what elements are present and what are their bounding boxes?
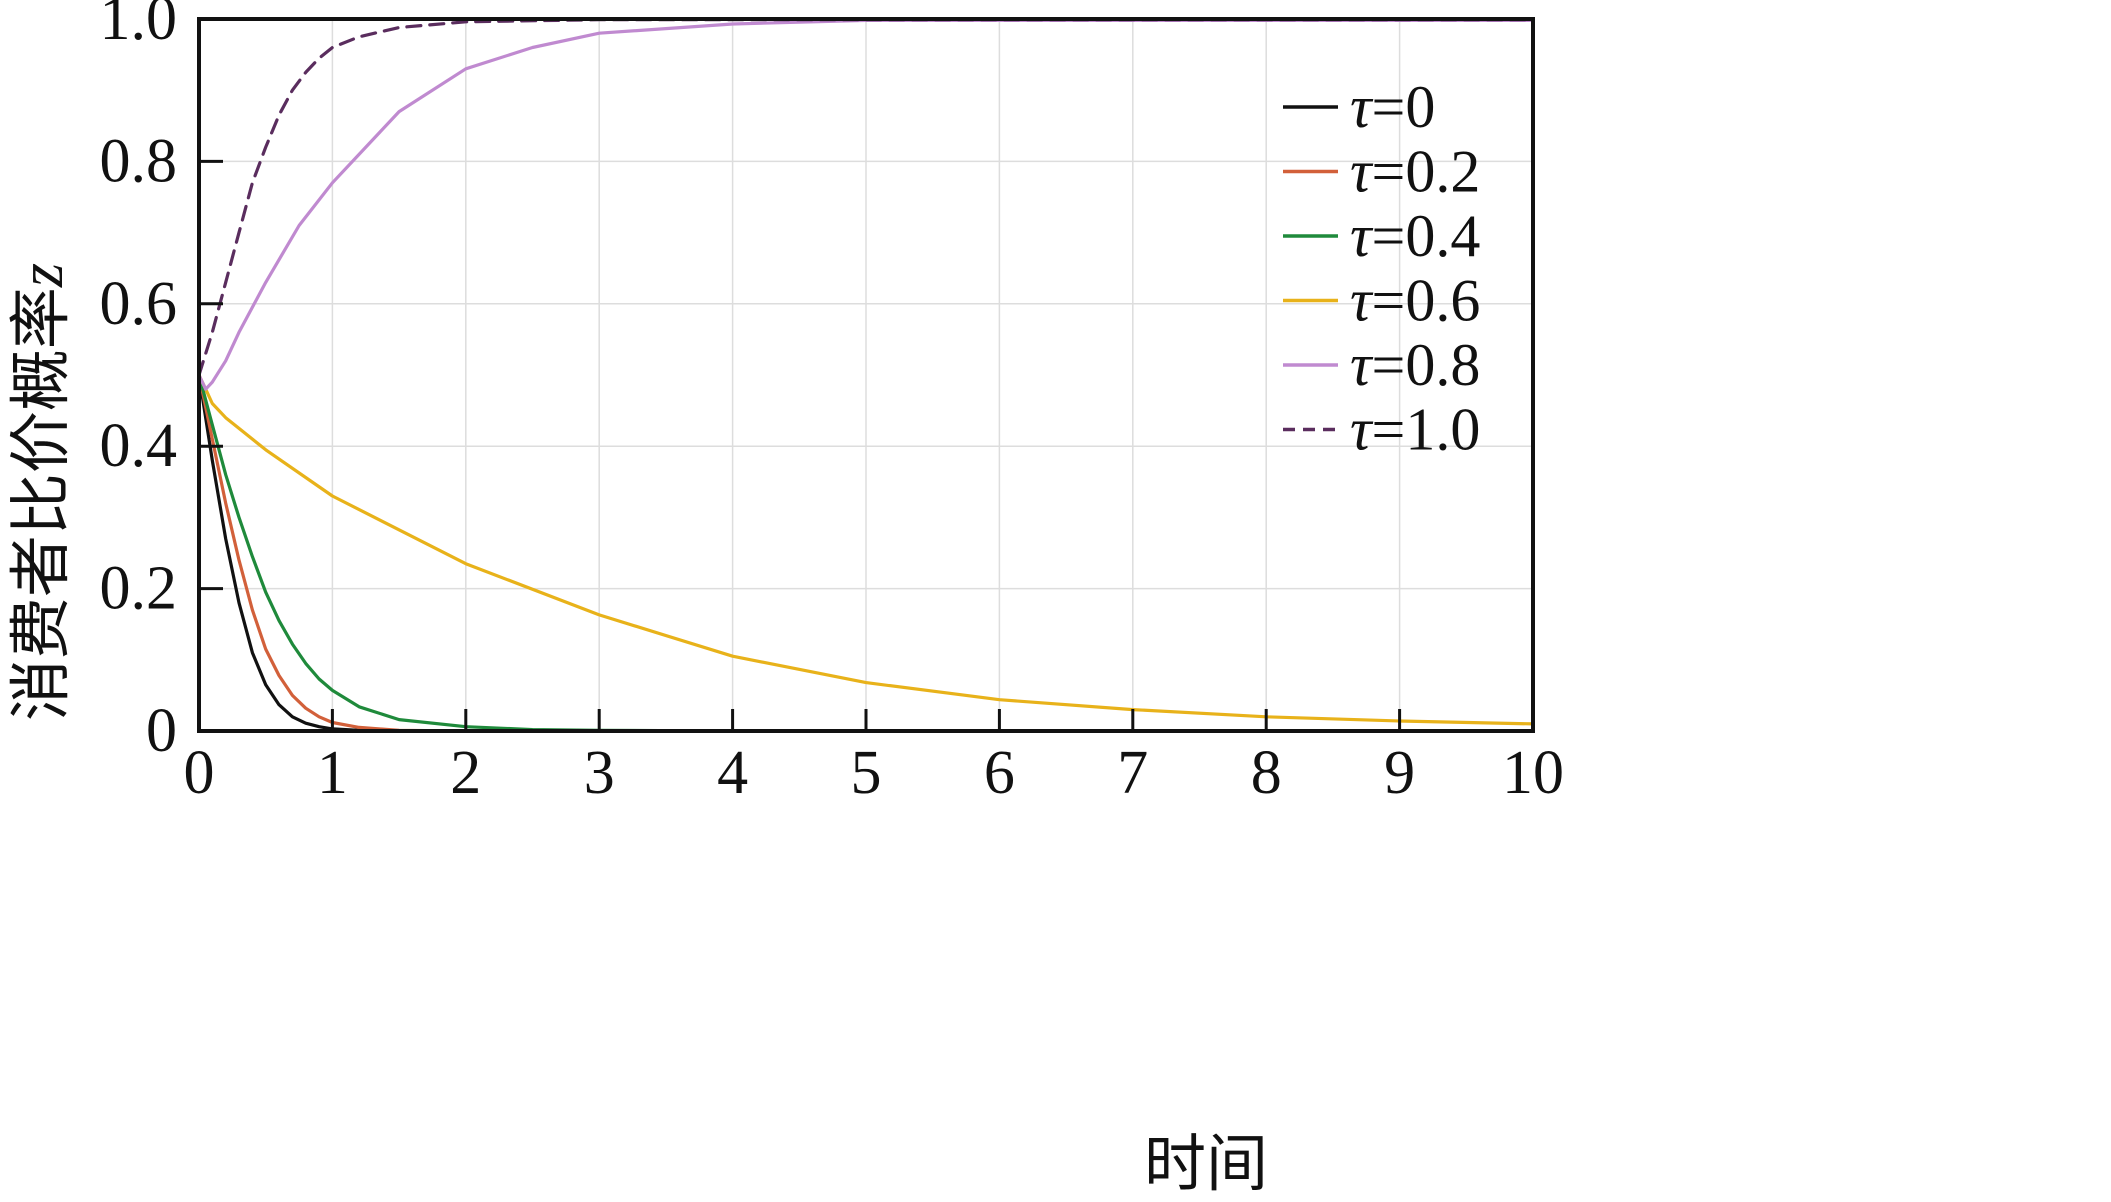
- svg-text:消费者比价概率z: 消费者比价概率z: [4, 263, 77, 721]
- y-tick-label: 0: [146, 697, 177, 765]
- y-axis-title-text: 消费者比价概率: [4, 287, 77, 721]
- y-tick-labels: 0 0.2 0.4 0.6 0.8 1.0: [100, 0, 178, 765]
- y-axis-title: 消费者比价概率z: [4, 263, 77, 721]
- x-tick-label: 7: [1117, 739, 1148, 807]
- x-tick-label: 9: [1384, 739, 1415, 807]
- axis-ticks: [197, 17, 1535, 733]
- y-tick-label: 0.8: [100, 127, 178, 195]
- y-tick-label: 0.6: [100, 270, 178, 338]
- x-tick-label: 6: [984, 739, 1015, 807]
- grid: [198, 18, 1534, 732]
- legend-label-2: τ=0.4: [1350, 203, 1480, 269]
- series-line-3: [197, 373, 1535, 726]
- series-line-4: [197, 18, 1535, 391]
- x-tick-label: 8: [1251, 739, 1282, 807]
- legend-label-4: τ=0.8: [1350, 332, 1480, 398]
- series-line-5: [197, 18, 1535, 377]
- x-tick-label: 0: [184, 739, 215, 807]
- y-tick-label: 1.0: [100, 0, 178, 53]
- x-tick-label: 3: [584, 739, 615, 807]
- x-tick-label: 1: [317, 739, 348, 807]
- x-tick-label: 5: [851, 739, 882, 807]
- y-tick-label: 0.4: [100, 412, 178, 480]
- x-tick-label: 2: [450, 739, 481, 807]
- x-axis-title: 时间: [1144, 1127, 1268, 1200]
- y-tick-label: 0.2: [100, 555, 178, 623]
- x-tick-label: 4: [717, 739, 748, 807]
- legend: τ=0τ=0.2τ=0.4τ=0.6τ=0.8τ=1.0: [1283, 74, 1480, 463]
- x-tick-label: 10: [1502, 739, 1564, 807]
- legend-label-1: τ=0.2: [1350, 139, 1480, 205]
- y-axis-title-var: z: [8, 263, 76, 288]
- legend-label-0: τ=0: [1350, 74, 1435, 140]
- x-tick-labels: 0 1 2 3 4 5 6 7 8 9 10: [184, 739, 1565, 807]
- legend-label-5: τ=1.0: [1350, 397, 1480, 463]
- legend-label-3: τ=0.6: [1350, 268, 1480, 334]
